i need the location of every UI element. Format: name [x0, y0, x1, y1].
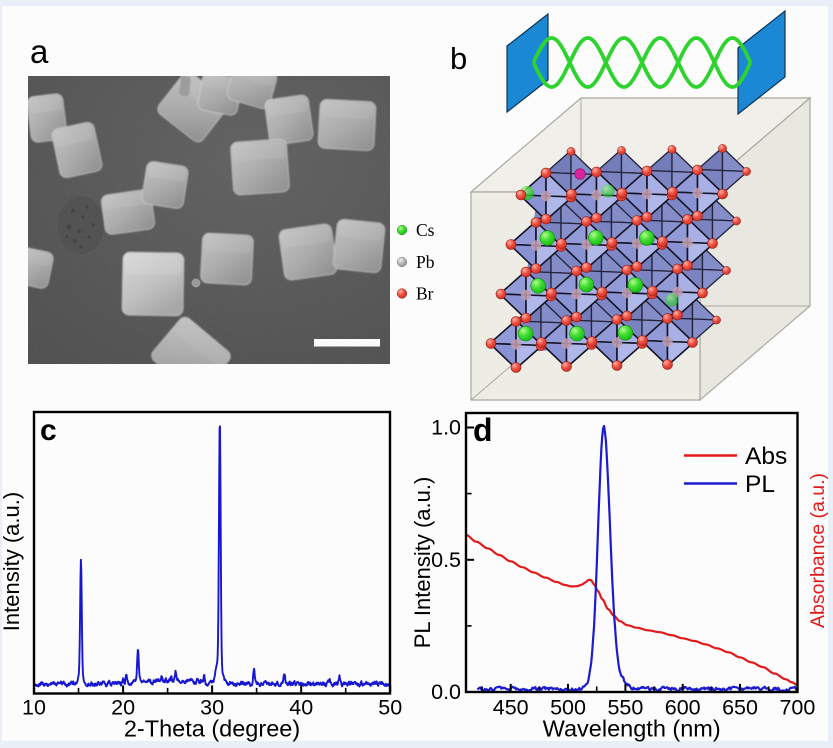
svg-text:Cs: Cs — [416, 220, 435, 240]
svg-text:PL Intensity (a.u.): PL Intensity (a.u.) — [410, 477, 435, 649]
svg-text:Pb: Pb — [416, 252, 435, 272]
svg-text:c: c — [40, 414, 57, 447]
svg-text:650: 650 — [722, 696, 758, 720]
svg-text:20: 20 — [111, 696, 135, 720]
svg-text:600: 600 — [665, 696, 701, 720]
svg-text:700: 700 — [779, 696, 815, 720]
svg-text:50: 50 — [378, 696, 402, 720]
svg-text:40: 40 — [289, 696, 313, 720]
svg-text:1.0: 1.0 — [431, 416, 461, 440]
svg-text:Wavelength (nm): Wavelength (nm) — [543, 716, 721, 742]
svg-text:0.0: 0.0 — [431, 680, 461, 704]
svg-text:2-Theta (degree): 2-Theta (degree) — [124, 716, 300, 742]
svg-text:550: 550 — [607, 696, 643, 720]
svg-text:d: d — [473, 412, 493, 448]
svg-text:Br: Br — [416, 284, 434, 304]
svg-text:30: 30 — [200, 696, 224, 720]
svg-text:Abs: Abs — [745, 443, 787, 470]
svg-text:Intensity (a.u.): Intensity (a.u.) — [0, 492, 24, 631]
svg-text:10: 10 — [22, 696, 46, 720]
svg-text:500: 500 — [550, 696, 586, 720]
svg-text:Absorbance (a.u.): Absorbance (a.u.) — [807, 473, 829, 628]
svg-text:PL: PL — [745, 471, 775, 498]
svg-text:450: 450 — [493, 696, 529, 720]
svg-text:0.5: 0.5 — [431, 548, 461, 572]
